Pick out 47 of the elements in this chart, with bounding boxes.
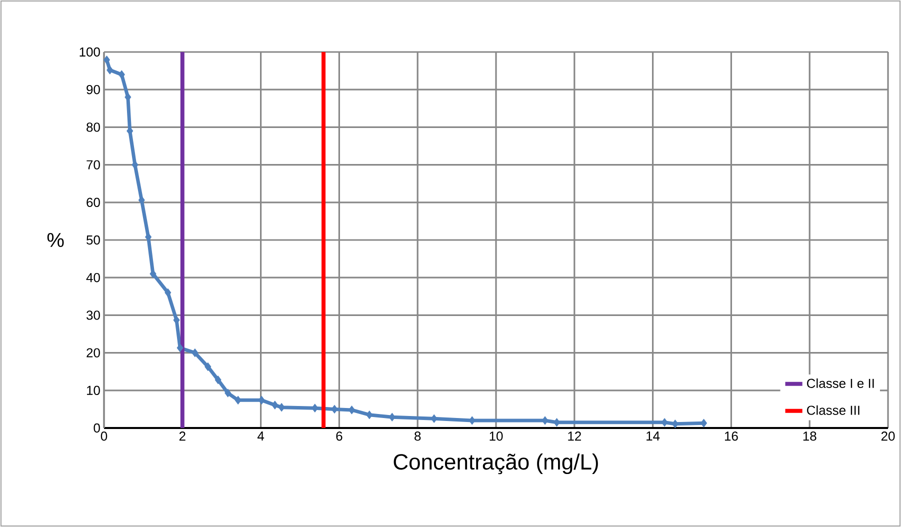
point [258,396,265,404]
x-tick-label: 4 [257,432,264,440]
point [366,410,373,420]
y-tick-label: 90 [86,84,100,94]
y-tick-label: 30 [86,310,100,320]
y-tick-label: 20 [86,348,100,358]
x-tick-label: 0 [100,432,108,441]
x-tick-label: 18 [803,432,816,441]
y-tick-label: 80 [86,122,100,132]
point [542,416,548,425]
x-tick-label: 16 [724,432,738,441]
point [272,400,278,410]
x-tick-label: 12 [568,432,581,441]
legend-label: Classe I e II [806,378,874,388]
point [672,420,678,428]
y-tick-label: 70 [86,160,100,170]
point [331,404,338,414]
point [176,344,184,352]
point [192,348,198,358]
x-axis-title: Concentração (mg/L) [394,454,598,474]
x-tick-label: 20 [881,432,895,441]
point [234,396,242,404]
y-tick-label: 100 [80,47,100,57]
x-tick-label: 2 [179,432,186,441]
point [150,270,156,278]
point [103,56,110,64]
point [106,66,114,74]
point [348,406,355,414]
point [224,388,232,398]
x-tick-label: 8 [414,432,421,441]
legend-label: Classe III [806,405,860,415]
point [700,418,708,428]
point [214,376,222,384]
y-tick-label: 0 [94,423,100,433]
x-tick-label: 10 [490,432,503,441]
y-tick-label: 50 [86,235,100,245]
point [430,414,438,423]
point [164,288,172,297]
y-tick-label: 60 [86,198,100,207]
y-tick-label: 40 [86,272,100,282]
point [118,70,125,79]
y-tick-label: 10 [86,386,100,395]
x-tick-label: 14 [646,432,660,440]
y-axis-title: % [47,233,64,247]
point [204,362,212,371]
x-tick-label: 6 [336,432,342,441]
point [278,403,285,412]
